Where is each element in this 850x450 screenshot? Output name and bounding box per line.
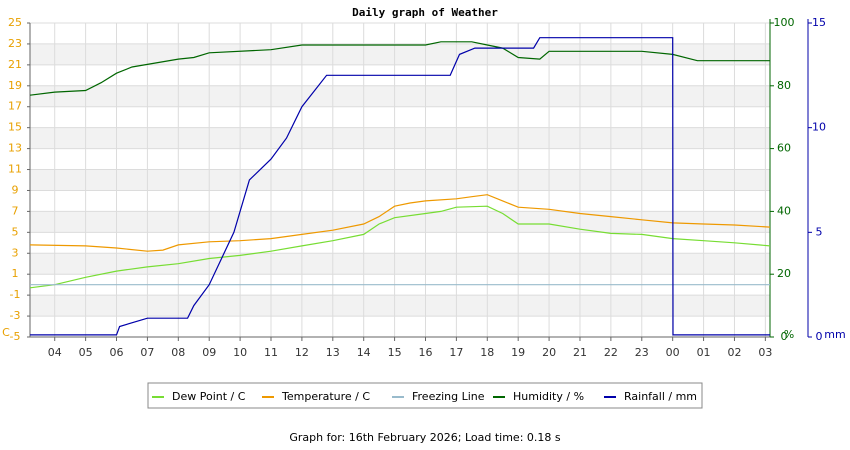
series-line <box>29 194 771 252</box>
x-tick-label: 14 <box>357 346 371 359</box>
y-tick-label: -1 <box>10 288 21 301</box>
y2-tick-label: 100 <box>774 16 795 29</box>
y-tick-label: 5 <box>12 225 19 238</box>
legend-label: Freezing Line <box>412 390 485 403</box>
x-tick-label: 08 <box>171 346 185 359</box>
y-tick-label: 1 <box>12 267 19 280</box>
y3-tick-label: 5 <box>816 225 823 238</box>
footer: Graph for: 16th February 2026; Load time… <box>289 431 561 444</box>
series-line <box>30 37 770 336</box>
x-tick-label: 13 <box>326 346 340 359</box>
x-tick-label: 06 <box>110 346 124 359</box>
x-tick-label: 23 <box>635 346 649 359</box>
band <box>30 253 770 275</box>
y-tick-label: 17 <box>8 100 22 113</box>
y-tick-label: 9 <box>12 183 19 196</box>
x-tick-label: 12 <box>295 346 309 359</box>
legend-label: Rainfall / mm <box>624 390 697 403</box>
y3-unit: mm <box>824 328 845 341</box>
x-tick-label: 07 <box>140 346 154 359</box>
y-tick-label: 3 <box>12 246 19 259</box>
band <box>30 211 770 233</box>
legend-box <box>147 382 703 409</box>
y2-tick-label: 0 <box>781 330 788 343</box>
x-tick-label: 17 <box>449 346 463 359</box>
x-tick-label: 19 <box>511 346 525 359</box>
y2-tick-label: 40 <box>777 204 791 217</box>
x-tick-label: 16 <box>418 346 432 359</box>
y-tick-label: 11 <box>8 163 22 176</box>
y3-tick-label: 0 <box>816 330 823 343</box>
y-tick-label: 13 <box>8 142 22 155</box>
series-line <box>29 41 770 96</box>
band <box>30 127 770 149</box>
x-tick-label: 15 <box>388 346 402 359</box>
band <box>30 43 770 65</box>
x-tick-label: 18 <box>480 346 494 359</box>
y-tick-label: 23 <box>8 37 22 50</box>
y-unit: C <box>2 326 10 339</box>
band <box>30 85 770 107</box>
y2-tick-label: 20 <box>777 267 791 280</box>
band <box>30 295 770 317</box>
x-tick-label: 22 <box>604 346 618 359</box>
y-tick-label: 25 <box>8 16 22 29</box>
y2-tick-label: 80 <box>777 79 791 92</box>
x-tick-label: 04 <box>48 346 62 359</box>
x-tick-label: 01 <box>697 346 711 359</box>
x-tick-label: 09 <box>202 346 216 359</box>
y-tick-label: 7 <box>12 204 19 217</box>
y-tick-label: -3 <box>10 309 21 322</box>
x-tick-label: 03 <box>758 346 772 359</box>
legend-label: Humidity / % <box>513 390 584 403</box>
x-tick-label: 11 <box>264 346 278 359</box>
y-tick-label: 19 <box>8 79 22 92</box>
series-line <box>29 205 771 289</box>
y2-tick-label: 60 <box>777 142 791 155</box>
y-tick-label: 15 <box>8 121 22 134</box>
y3-tick-label: 10 <box>812 121 826 134</box>
y3-tick-label: 15 <box>812 16 826 29</box>
legend-label: Temperature / C <box>281 390 370 403</box>
x-tick-label: 05 <box>79 346 93 359</box>
y-tick-label: 21 <box>8 58 22 71</box>
legend-label: Dew Point / C <box>172 390 246 403</box>
x-tick-label: 10 <box>233 346 247 359</box>
y-tick-label: -5 <box>10 330 21 343</box>
x-tick-label: 20 <box>542 346 556 359</box>
chart-title: Daily graph of Weather <box>352 6 498 19</box>
band <box>30 169 770 191</box>
y2-unit: % <box>784 328 794 341</box>
x-tick-label: 00 <box>666 346 680 359</box>
x-tick-label: 21 <box>573 346 587 359</box>
x-tick-label: 02 <box>727 346 741 359</box>
